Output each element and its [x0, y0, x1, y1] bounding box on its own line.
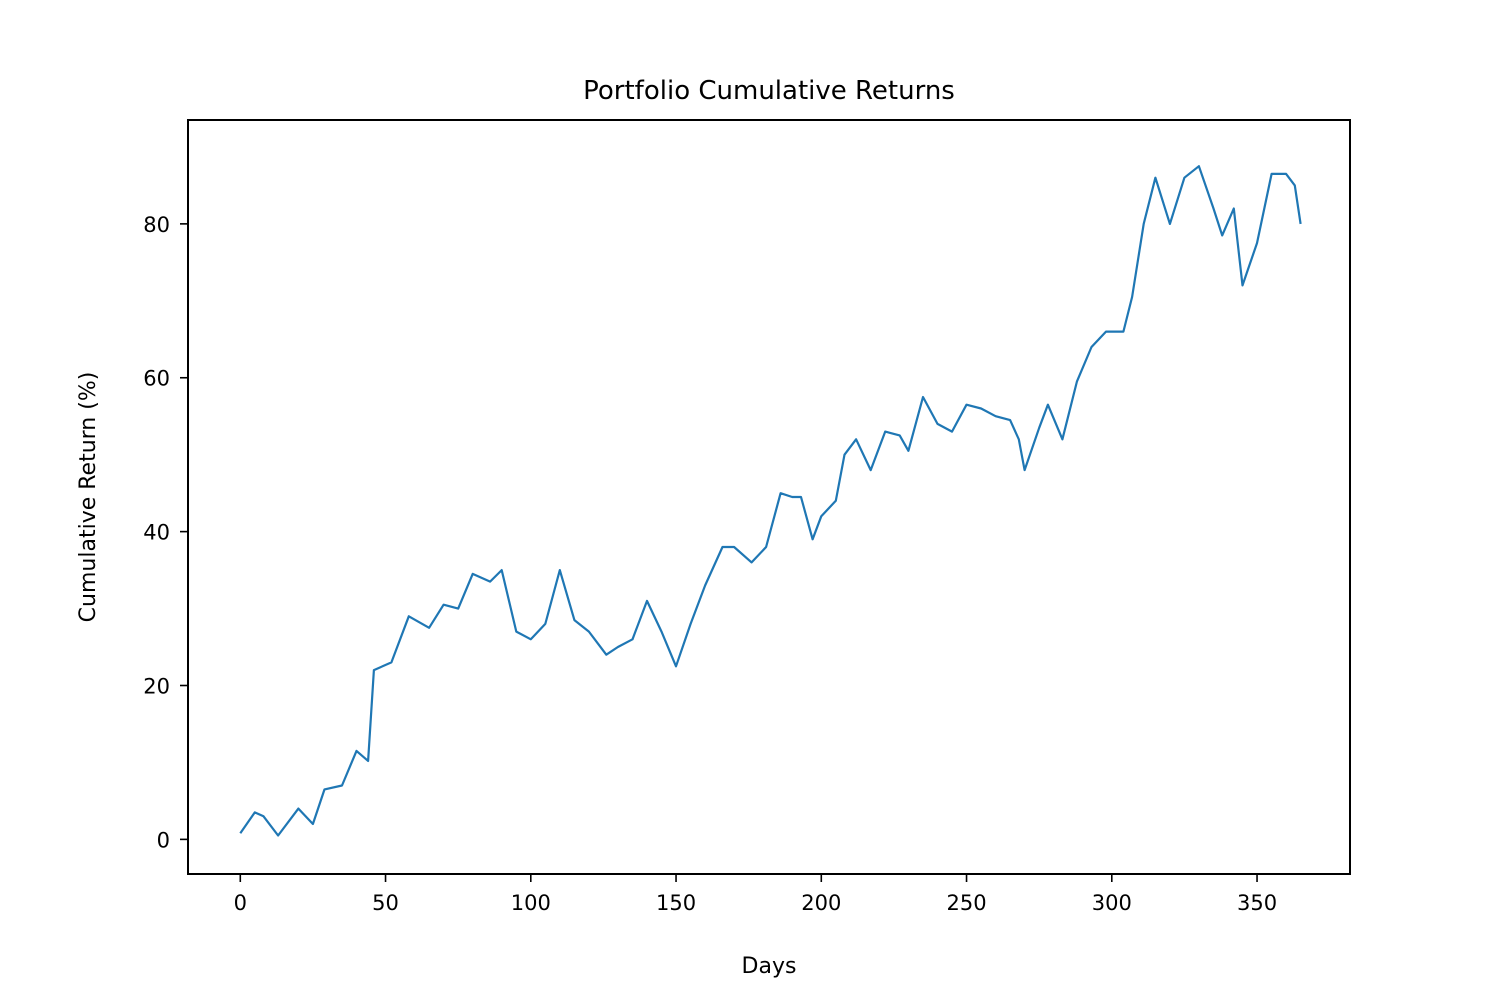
series-line-0: [239, 165, 1302, 837]
x-tick-label: 0: [234, 891, 247, 915]
x-tick-label: 250: [946, 891, 986, 915]
y-tick-label: 60: [143, 367, 170, 391]
x-tick-label: 100: [511, 891, 551, 915]
x-tick-label: 350: [1237, 891, 1277, 915]
plot-area-frame: [187, 119, 1351, 875]
y-tick-label: 80: [143, 213, 170, 237]
y-tick-label: 0: [157, 828, 170, 852]
x-tick-label: 150: [656, 891, 696, 915]
chart-title: Portfolio Cumulative Returns: [583, 76, 955, 106]
x-tick-label: 300: [1092, 891, 1132, 915]
y-axis-title: Cumulative Return (%): [76, 372, 101, 623]
x-axis-title: Days: [742, 954, 797, 979]
x-tick-label: 200: [801, 891, 841, 915]
x-tick-label: 50: [372, 891, 399, 915]
y-tick-label: 40: [143, 521, 170, 545]
y-tick-label: 20: [143, 675, 170, 699]
